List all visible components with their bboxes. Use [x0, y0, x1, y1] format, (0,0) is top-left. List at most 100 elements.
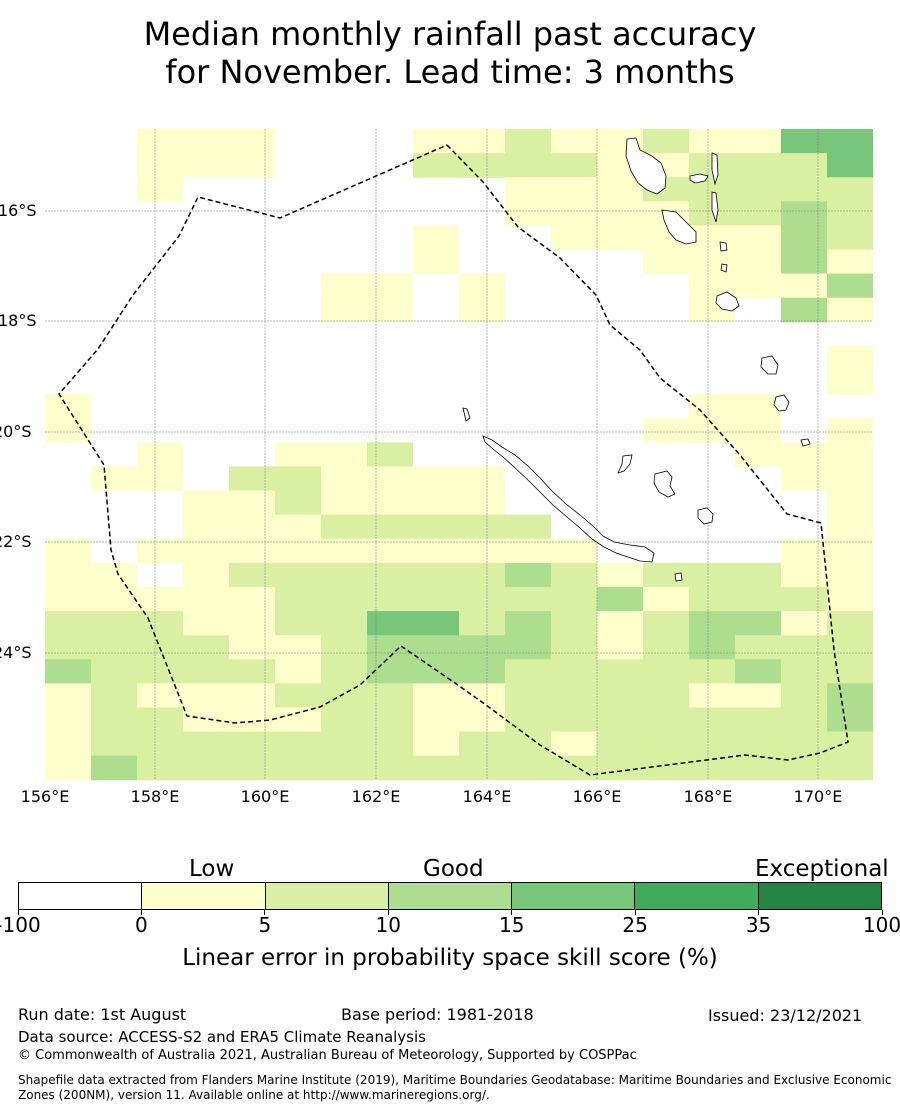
skill-cell: [137, 466, 183, 492]
skill-cell: [459, 707, 505, 733]
skill-cell: [781, 297, 827, 323]
skill-cell: [275, 586, 321, 612]
skill-cell: [459, 297, 505, 323]
skill-cell: [45, 755, 91, 781]
skill-cell: [367, 707, 413, 733]
skill-cell: [505, 683, 551, 708]
skill-cell: [505, 635, 551, 660]
skill-cell: [367, 442, 413, 467]
lat-label-16s: 16°S: [0, 201, 37, 220]
skill-cell: [735, 442, 781, 467]
colorbar-tickmark: [264, 910, 266, 915]
colorbar-segment-25-35: [635, 883, 759, 909]
skill-cell: [597, 611, 643, 636]
skill-cell: [45, 635, 91, 660]
skill-cell: [367, 273, 413, 299]
lon-label-162e: 162°E: [351, 787, 401, 806]
skill-cell: [827, 731, 873, 757]
skill-cell: [505, 177, 551, 202]
lat-label-20s: 20°S: [0, 422, 32, 441]
skill-cell: [459, 129, 505, 154]
skill-cell: [505, 514, 551, 540]
coastline-new-caledonia: [482, 435, 655, 563]
skill-cell: [781, 177, 827, 202]
skill-cell: [321, 586, 367, 612]
skill-cell: [827, 129, 873, 154]
map-title-line-1: Median monthly rainfall past accuracy: [143, 15, 757, 53]
skill-cell: [45, 707, 91, 733]
skill-cell: [735, 129, 781, 154]
skill-cell: [275, 514, 321, 540]
skill-cell: [551, 129, 597, 154]
skill-cell: [597, 586, 643, 612]
skill-cell: [229, 466, 275, 492]
legend-category-low: Low: [189, 856, 235, 882]
skill-cell: [689, 249, 735, 275]
skill-cell: [735, 683, 781, 708]
skill-cell: [275, 538, 321, 564]
skill-cell: [551, 538, 597, 564]
colorbar-tick-label: 100: [862, 913, 900, 937]
skill-cell: [413, 707, 459, 733]
skill-cell: [551, 562, 597, 588]
skill-cell: [183, 635, 229, 660]
skill-cell: [321, 273, 367, 299]
skill-cell: [229, 683, 275, 708]
skill-cell: [505, 129, 551, 154]
skill-cell: [643, 611, 689, 636]
lon-label-164e: 164°E: [462, 787, 512, 806]
skill-cell: [781, 635, 827, 660]
skill-cell: [643, 659, 689, 684]
skill-cell: [91, 611, 137, 636]
coastline-ouvea: [617, 454, 633, 474]
skill-cell: [275, 562, 321, 588]
skill-cell: [183, 586, 229, 612]
skill-cell: [459, 514, 505, 540]
colorbar-tickmark: [881, 910, 883, 915]
run-date: Run date: 1st August: [18, 1005, 187, 1024]
skill-cell: [137, 153, 183, 178]
skill-cell: [735, 659, 781, 684]
skill-cell: [413, 755, 459, 781]
skill-cell: [735, 707, 781, 733]
skill-cell: [229, 611, 275, 636]
skill-cell: [229, 490, 275, 516]
colorbar-tick-label: 0: [135, 913, 148, 937]
skill-cell: [183, 611, 229, 636]
skill-cell: [643, 249, 689, 275]
skill-cell: [413, 731, 459, 757]
skill-cell: [735, 731, 781, 757]
skill-cell: [183, 755, 229, 781]
skill-cell: [689, 394, 735, 419]
skill-cell: [643, 731, 689, 757]
skill-cell: [137, 731, 183, 757]
skill-cell: [459, 683, 505, 708]
skill-cell: [689, 611, 735, 636]
skill-cell: [781, 249, 827, 275]
skill-cell: [781, 129, 827, 154]
skill-cell: [781, 562, 827, 588]
skill-cell: [459, 466, 505, 492]
skill-cell: [459, 659, 505, 684]
skill-cell: [643, 635, 689, 660]
skill-cell: [735, 635, 781, 660]
skill-cell: [597, 659, 643, 684]
skill-cell: [367, 731, 413, 757]
skill-cell: [45, 538, 91, 564]
skill-cell: [689, 659, 735, 684]
colorbar-segment-35-100: [758, 883, 881, 909]
coastline-lifou: [697, 507, 714, 525]
skill-cell: [321, 707, 367, 733]
skill-cell: [321, 659, 367, 684]
skill-cell: [827, 225, 873, 251]
skill-cell: [781, 731, 827, 757]
lat-label-24s: 24°S: [0, 643, 32, 662]
skill-cell: [459, 586, 505, 612]
coastline-islet-4: [720, 263, 728, 273]
skill-cell: [321, 490, 367, 516]
skill-cell: [827, 755, 873, 781]
skill-cell: [643, 755, 689, 781]
skill-cell: [137, 707, 183, 733]
skill-cell: [91, 731, 137, 757]
coastline-islet-2: [674, 572, 683, 582]
